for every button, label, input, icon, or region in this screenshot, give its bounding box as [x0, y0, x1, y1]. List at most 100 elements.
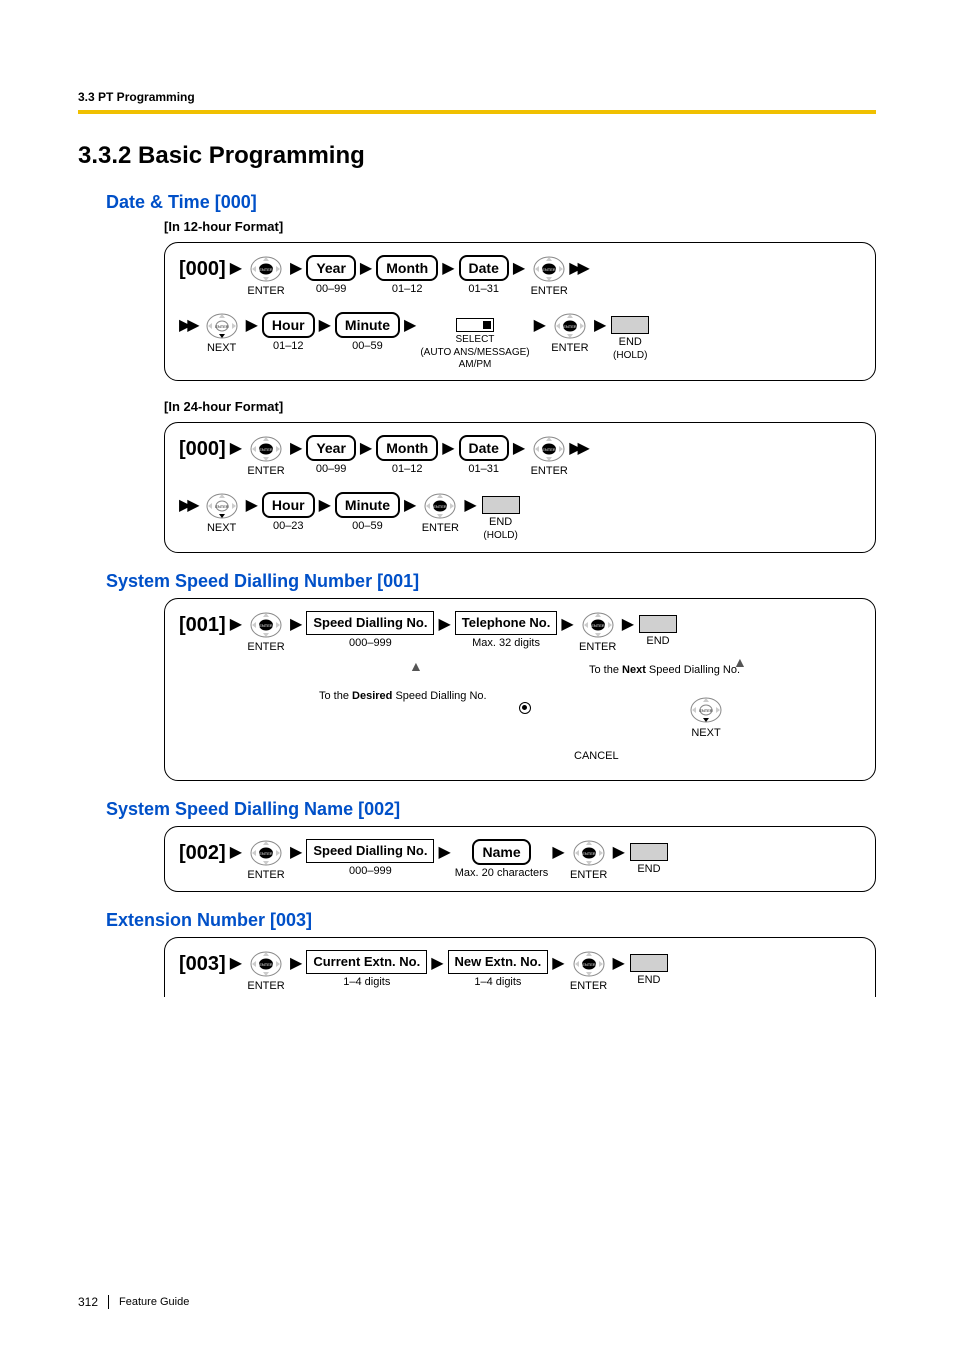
enter-nav-icon — [249, 435, 283, 463]
field-current-extn: Current Extn. No. — [306, 950, 427, 974]
arrow-icon: ▶ — [286, 435, 306, 463]
range-current-extn: 1–4 digits — [343, 976, 390, 989]
label-end: END — [646, 635, 669, 648]
loop-diagram: ▲ To the Desired Speed Dialling No. To t… — [179, 660, 861, 770]
arrow-icon: ▶ — [286, 950, 306, 978]
range-sdn: 000–999 — [349, 865, 392, 878]
arrow-icon: ▶ — [427, 950, 447, 978]
arrow-icon: ▶ — [438, 435, 458, 463]
label-next: NEXT — [207, 522, 236, 535]
code-000: [000] — [179, 435, 226, 463]
arrow-continue-icon: ▶▶ — [569, 255, 592, 283]
heading-date-time: Date & Time [000] — [106, 192, 876, 213]
enter-nav-icon — [423, 492, 457, 520]
arrow-icon: ▶ — [548, 950, 568, 978]
field-month: Month — [376, 435, 438, 461]
arrow-icon: ▶ — [530, 312, 550, 340]
note-desired: To the Desired Speed Dialling No. — [319, 690, 487, 702]
range-hour-12: 01–12 — [273, 340, 304, 353]
field-date: Date — [459, 435, 509, 461]
arrow-icon: ▶ — [434, 839, 454, 867]
arrow-icon: ▶ — [590, 312, 610, 340]
arrow-icon: ▶ — [286, 839, 306, 867]
field-name: Name — [472, 839, 530, 865]
enter-nav-icon — [572, 950, 606, 978]
flow-date-time-24h: [000] ▶ ENTER ▶ Year00–99 ▶ Month01–12 ▶… — [164, 422, 876, 553]
code-000: [000] — [179, 255, 226, 283]
range-date: 01–31 — [468, 463, 499, 476]
label-enter: ENTER — [570, 980, 607, 993]
arrow-icon: ▶ — [226, 839, 246, 867]
arrow-continue-icon: ▶▶ — [179, 312, 202, 340]
cancel-key-icon — [519, 702, 531, 714]
label-enter: ENTER — [247, 869, 284, 882]
label-end: END — [619, 336, 642, 349]
arrow-icon: ▶ — [460, 492, 480, 520]
range-hour-24: 00–23 — [273, 520, 304, 533]
heading-ext-number: Extension Number [003] — [106, 910, 876, 931]
end-key-icon — [639, 615, 677, 633]
arrow-icon: ▶ — [618, 611, 638, 639]
end-key-icon — [630, 954, 668, 972]
next-nav-icon — [205, 312, 239, 340]
end-key-icon — [482, 496, 520, 514]
label-end: END — [637, 863, 660, 876]
arrow-icon: ▶ — [226, 435, 246, 463]
flow-date-time-12h: [000] ▶ ENTER ▶ Year 00–99 ▶ Month 01–12 ▶… — [164, 242, 876, 381]
label-enter: ENTER — [247, 980, 284, 993]
page-footer: 312 Feature Guide — [78, 1295, 189, 1309]
arrow-icon: ▶ — [242, 312, 262, 340]
arrow-icon: ▶ — [509, 435, 529, 463]
label-enter: ENTER — [247, 641, 284, 654]
footer-title: Feature Guide — [119, 1296, 189, 1308]
field-minute: Minute — [335, 312, 400, 338]
label-enter: ENTER — [247, 285, 284, 298]
arrow-icon: ▶ — [548, 839, 568, 867]
arrow-icon: ▶ — [242, 492, 262, 520]
next-nav-icon — [689, 715, 723, 727]
range-minute: 00–59 — [352, 520, 383, 533]
arrow-icon: ▶ — [557, 611, 577, 639]
arrow-icon: ▶ — [400, 312, 420, 340]
label-end: END — [637, 974, 660, 987]
arrow-continue-icon: ▶▶ — [179, 492, 202, 520]
enter-nav-icon — [249, 950, 283, 978]
label-cancel: CANCEL — [574, 750, 619, 762]
page-title: 3.3.2 Basic Programming — [78, 142, 876, 170]
label-enter: ENTER — [551, 342, 588, 355]
arrow-icon: ▶ — [226, 950, 246, 978]
header-rule — [78, 110, 876, 114]
enter-nav-icon — [249, 255, 283, 283]
label-12h-format: [In 12-hour Format] — [164, 219, 876, 234]
arrow-icon: ▶ — [438, 255, 458, 283]
next-nav-icon — [205, 492, 239, 520]
page-number: 312 — [78, 1295, 98, 1309]
field-speed-dial-no: Speed Dialling No. — [306, 611, 434, 635]
arrow-icon: ▶ — [226, 611, 246, 639]
end-key-icon — [611, 316, 649, 334]
range-minute: 00–59 — [352, 340, 383, 353]
label-select-sub: (AUTO ANS/MESSAGE) AM/PM — [420, 347, 529, 370]
flow-ssd-name: [002] ▶ ENTER ▶ Speed Dialling No.000–99… — [164, 826, 876, 893]
field-telephone-no: Telephone No. — [455, 611, 558, 635]
label-next: NEXT — [691, 727, 720, 739]
arrow-icon: ▶ — [400, 492, 420, 520]
field-month: Month — [376, 255, 438, 281]
field-year: Year — [306, 255, 356, 281]
arrow-continue-icon: ▶▶ — [569, 435, 592, 463]
range-date: 01–31 — [468, 283, 499, 296]
range-month: 01–12 — [392, 463, 423, 476]
end-key-icon — [630, 843, 668, 861]
label-enter: ENTER — [579, 641, 616, 654]
flow-ext-number: [003] ▶ ENTER ▶ Current Extn. No.1–4 dig… — [164, 937, 876, 997]
range-name: Max. 20 characters — [455, 867, 549, 880]
label-end-sub: (HOLD) — [613, 350, 647, 362]
arrow-icon: ▶ — [609, 950, 629, 978]
arrow-icon: ▶ — [356, 255, 376, 283]
code-001: [001] — [179, 611, 226, 639]
label-enter: ENTER — [422, 522, 459, 535]
note-next: To the Next Speed Dialling No. — [589, 664, 740, 676]
select-key-icon — [456, 318, 494, 332]
range-sdn: 000–999 — [349, 637, 392, 650]
range-year: 00–99 — [316, 283, 347, 296]
